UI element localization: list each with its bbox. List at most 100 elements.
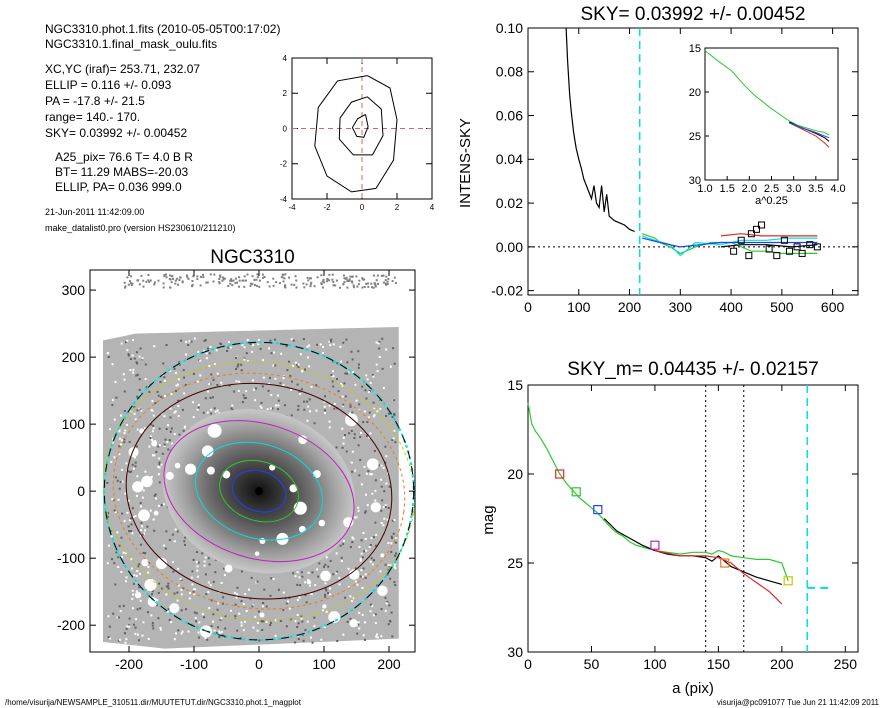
galaxy-noise-pixel [199,374,202,377]
galaxy-noise-pixel [311,571,314,574]
galaxy-noise-pixel [381,337,384,340]
galaxy-noise-pixel [177,414,180,417]
footer-path: /home/visurija/NEWSAMPLE_310511.dir/MUUT… [5,698,301,707]
galaxy-noise-pixel [117,565,120,568]
galaxy-noise-pixel [274,404,277,407]
galaxy-noise-pixel [124,552,127,555]
galaxy-mask-hole [151,440,158,447]
galaxy-noise-pixel [380,464,383,467]
galaxy-noise-pixel [130,470,133,473]
galaxy-noise-pixel [390,563,393,566]
galaxy-top-strip-pixel [219,275,222,278]
galaxy-noise-pixel [236,365,239,368]
galaxy-noise-pixel [258,639,261,642]
galaxy-noise-pixel [123,432,126,435]
galaxy-noise-pixel [182,429,185,432]
galaxy-noise-pixel [359,575,362,578]
galaxy-noise-pixel [205,593,208,596]
galaxy-noise-pixel [160,504,163,507]
mag-x-tick-label: 200 [770,656,794,672]
galaxy-noise-pixel [374,489,377,492]
galaxy-noise-pixel [136,475,139,478]
galaxy-top-strip-pixel [196,278,199,281]
galaxy-noise-pixel [138,388,141,391]
galaxy-mask-hole [153,510,159,516]
galaxy-noise-pixel [160,395,163,398]
galaxy-top-strip-pixel [218,277,221,280]
galaxy-noise-pixel [298,596,301,599]
galaxy-noise-pixel [198,621,201,624]
galaxy-noise-pixel [169,407,172,410]
galaxy-noise-pixel [391,439,394,442]
galaxy-noise-pixel [306,620,309,623]
galaxy-top-strip-pixel [256,284,259,287]
galaxy-noise-pixel [265,605,268,608]
galaxy-noise-pixel [151,400,154,403]
galaxy-noise-pixel [358,627,361,630]
galaxy-noise-pixel [376,410,379,413]
galaxy-noise-pixel [391,519,394,522]
galaxy-noise-pixel [118,544,121,547]
galaxy-noise-pixel [374,479,377,482]
galaxy-noise-pixel [272,364,275,367]
galaxy-noise-pixel [123,409,126,412]
galaxy-noise-pixel [158,444,161,447]
galaxy-noise-pixel [149,509,152,512]
galaxy-noise-pixel [233,390,236,393]
galaxy-noise-pixel [363,638,366,641]
galaxy-noise-pixel [192,372,195,375]
galaxy-noise-pixel [153,494,156,497]
galaxy-noise-pixel [178,433,181,436]
galaxy-noise-pixel [128,530,131,533]
galaxy-noise-pixel [238,380,241,383]
galaxy-noise-pixel [209,584,212,587]
galaxy-top-strip-pixel [178,279,181,282]
galaxy-noise-pixel [379,570,382,573]
galaxy-noise-pixel [141,634,144,637]
galaxy-noise-pixel [277,588,280,591]
galaxy-noise-pixel [233,591,236,594]
galaxy-noise-pixel [188,340,191,343]
galaxy-noise-pixel [394,441,397,444]
galaxy-noise-pixel [194,616,197,619]
galaxy-noise-pixel [163,415,166,418]
galaxy-noise-pixel [197,561,200,564]
galaxy-top-strip-pixel [284,286,287,289]
galaxy-top-strip-pixel [351,275,354,278]
galaxy-noise-pixel [285,602,288,605]
galaxy-noise-pixel [124,429,127,432]
galaxy-noise-pixel [302,639,305,642]
galaxy-top-strip-pixel [294,275,297,278]
inset-y-tick-label: 25 [689,131,701,143]
galaxy-top-strip-pixel [344,277,347,280]
galaxy-noise-pixel [151,590,154,593]
galaxy-noise-pixel [364,576,367,579]
galaxy-top-strip-pixel [339,286,342,289]
galaxy-noise-pixel [241,343,244,346]
galaxy-noise-pixel [296,583,299,586]
param-line-6: A25_pix= 76.6 T= 4.0 B R [55,150,193,164]
galaxy-noise-pixel [187,630,190,633]
galaxy-noise-pixel [357,444,360,447]
galaxy-noise-pixel [385,482,388,485]
galaxy-noise-pixel [324,395,327,398]
galaxy-noise-pixel [295,361,298,364]
galaxy-noise-pixel [313,616,316,619]
galaxy-top-strip-pixel [153,281,156,284]
galaxy-mask-hole [344,413,358,427]
galaxy-noise-pixel [106,562,109,565]
galaxy-noise-pixel [114,583,117,586]
contour-y-tick-label: -2 [280,160,288,169]
galaxy-noise-pixel [390,535,393,538]
galaxy-top-strip-pixel [148,280,151,283]
sky-series-4 [720,233,818,237]
galaxy-noise-pixel [106,481,109,484]
galaxy-noise-pixel [122,373,125,376]
mag-y-tick-label: 15 [507,377,523,393]
galaxy-noise-pixel [136,633,139,636]
galaxy-noise-pixel [136,362,139,365]
galaxy-noise-pixel [354,580,357,583]
galaxy-noise-pixel [209,396,212,399]
galaxy-top-strip-pixel [255,278,258,281]
galaxy-noise-pixel [177,399,180,402]
